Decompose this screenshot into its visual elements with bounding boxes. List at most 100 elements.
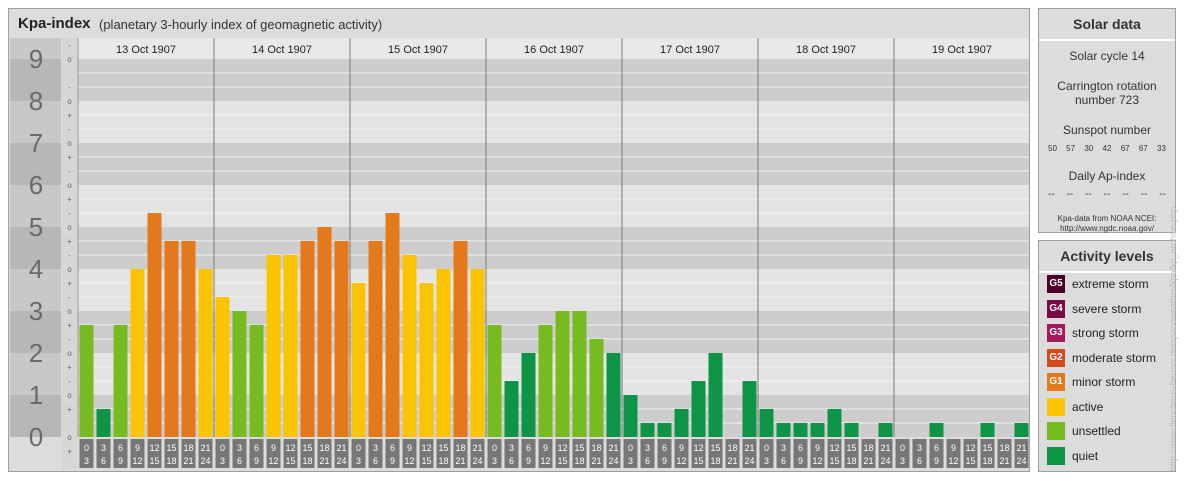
legend-swatch: G1 [1047,373,1065,391]
level-band [78,143,1029,185]
time-slot-end: 18 [166,456,176,466]
kp-bar [436,269,451,437]
time-slot-end: 6 [373,456,378,466]
date-label: 13 Oct 1907 [116,44,176,56]
y-subtick-label: - [68,377,71,386]
time-slot-end: 15 [285,456,295,466]
time-slot-end: 3 [492,456,497,466]
kp-bar [674,408,689,437]
time-slot-end: 9 [526,456,531,466]
time-slot-start: 15 [166,443,176,453]
ap-value: -- [1066,189,1074,200]
time-slot-start: 18 [863,443,873,453]
time-slot-start: 3 [101,443,106,453]
time-slot-start: 0 [492,443,497,453]
time-slot-box [368,439,383,468]
time-slot-start: 18 [319,443,329,453]
time-slot-box [402,439,417,468]
kp-bar [215,297,230,437]
time-slot-end: 24 [744,456,754,466]
kp-bar [402,255,417,437]
y-axis-band [10,59,61,101]
y-subtick-label: + [67,405,72,414]
time-slot-start: 12 [285,443,295,453]
activity-panel-title: Activity levels [1039,241,1175,273]
legend-label: quiet [1072,448,1099,463]
time-slot-box [79,439,94,468]
y-subtick-label: o [67,391,72,400]
kp-bar [130,269,145,437]
legend-swatch [1047,446,1065,465]
time-slot-box [691,439,706,468]
time-slot-end: 6 [781,456,786,466]
y-subtick-label: - [68,251,71,260]
kp-bar [759,408,774,437]
carrington-line-2: number 723 [1074,93,1140,107]
time-slot-start: 9 [815,443,820,453]
source-link[interactable]: http://www.ngdc.noaa.gov/ [1060,224,1154,233]
time-slot-box [232,439,247,468]
y-tick-label: 5 [29,212,43,242]
kp-bar [487,324,502,437]
level-band [78,227,1029,269]
time-slot-box [725,439,740,468]
time-slot-start: 21 [200,443,210,453]
time-slot-box [521,439,536,468]
time-slot-start: 6 [934,443,939,453]
time-slot-start: 6 [118,443,123,453]
time-slot-start: 3 [645,443,650,453]
time-slot-start: 9 [135,443,140,453]
ap-value: -- [1048,189,1055,200]
time-slot-box [181,439,196,468]
time-slot-box [317,439,332,468]
time-slot-box [742,439,757,468]
time-slot-start: 21 [1016,443,1026,453]
time-slot-end: 12 [812,456,822,466]
legend-swatch: G3 [1047,324,1065,342]
sunspot-value: 33 [1157,144,1166,153]
kp-bar [164,240,179,437]
kp-bar [657,423,672,437]
time-slot-start: 0 [764,443,769,453]
activity-levels-panel: Activity levels G5 extreme storm G4 severe … [1038,240,1176,472]
legend-label: unsettled [1072,424,1121,438]
kp-bar [538,324,553,437]
time-slot-end: 6 [101,456,106,466]
time-slot-start: 12 [557,443,567,453]
solar-data-panel: Solar data Solar cycle 14 Carrington rot… [1038,8,1176,233]
time-slot-start: 3 [917,443,922,453]
time-slot-start: 0 [84,443,89,453]
time-slot-box [1014,439,1029,468]
time-slot-box [980,439,995,468]
kp-bar [1014,423,1029,437]
kp-bar [691,381,706,437]
kp-bar [232,311,247,437]
time-slot-start: 21 [472,443,482,453]
y-subtick-label: - [68,335,71,344]
time-slot-end: 18 [302,456,312,466]
time-slot-box [657,439,672,468]
y-tick-label: 9 [29,44,43,74]
kp-bar [300,240,315,437]
legend-label: moderate storm [1072,350,1157,365]
y-subtick-label: o [67,265,72,274]
time-slot-box [504,439,519,468]
y-subtick-label: - [68,41,71,50]
time-slot-end: 21 [319,456,329,466]
time-slot-box [827,439,842,468]
time-slot-box [266,439,281,468]
time-slot-start: 0 [220,443,225,453]
kp-bar [555,311,570,437]
ap-value: -- [1122,189,1129,200]
time-slot-box [623,439,638,468]
kpa-chart-panel: Kpa-index (planetary 3-hourly index of g… [8,8,1030,472]
solar-panel-title: Solar data [1039,9,1175,41]
kp-bar [283,255,298,437]
time-slot-box [96,439,111,468]
ap-value: -- [1103,189,1111,200]
time-slot-start: 18 [591,443,601,453]
legend-label: extreme storm [1072,277,1149,291]
time-slot-box [334,439,349,468]
time-slot-start: 15 [574,443,584,453]
y-tick-label: 2 [29,338,43,368]
